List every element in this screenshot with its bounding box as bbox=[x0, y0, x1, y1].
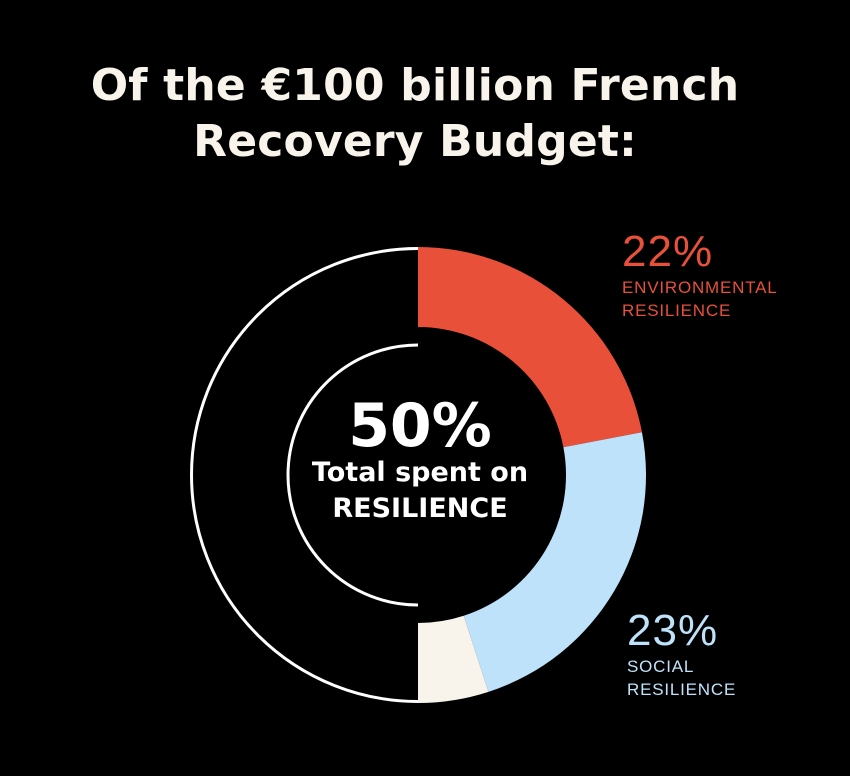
social-callout: 23% SOCIAL RESILIENCE bbox=[627, 607, 736, 701]
center-percent: 50% bbox=[348, 391, 492, 461]
donut-slice-social-resilience bbox=[463, 432, 646, 692]
environmental-callout: 22% ENVIRONMENTAL RESILIENCE bbox=[622, 228, 778, 322]
chart-title: Of the €100 billion French Recovery Budg… bbox=[0, 58, 830, 170]
social-label-line-2: RESILIENCE bbox=[627, 680, 737, 699]
center-label-line-2: RESILIENCE bbox=[332, 493, 508, 524]
donut-outer-outline bbox=[190, 247, 419, 703]
chart-title-line-2: Recovery Budget: bbox=[193, 116, 637, 167]
center-label-line-1: Total spent on bbox=[311, 457, 529, 488]
social-percent: 23% bbox=[627, 606, 719, 655]
donut-inner-outline bbox=[286, 343, 419, 607]
environmental-label-line-2: RESILIENCE bbox=[622, 301, 732, 320]
environmental-percent: 22% bbox=[622, 227, 714, 276]
donut-slice-unlabeled-2 bbox=[418, 615, 489, 703]
donut-slice-environmental-resilience bbox=[418, 247, 642, 448]
social-label-line-1: SOCIAL bbox=[627, 657, 695, 676]
chart-title-line-1: Of the €100 billion French bbox=[90, 60, 740, 111]
donut-slices bbox=[418, 247, 646, 703]
environmental-label-line-1: ENVIRONMENTAL bbox=[622, 278, 778, 297]
